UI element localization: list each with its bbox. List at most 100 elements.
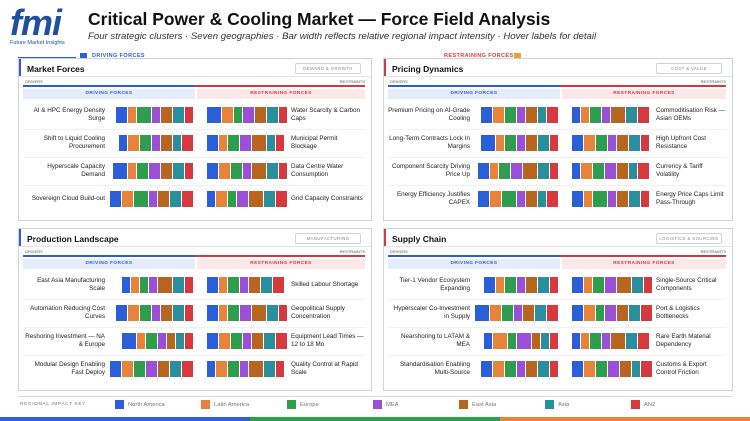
restraint-segment [638, 163, 649, 179]
legend-label: MEA [386, 402, 399, 408]
driver-segment [110, 361, 121, 377]
driver-segment [182, 135, 193, 151]
driver-segment [149, 277, 157, 293]
restraint-label: Rare Earth Material Dependency [656, 333, 711, 348]
driver-segment [550, 163, 558, 179]
driver-segment [158, 191, 169, 207]
legend-swatch [631, 400, 640, 409]
driver-segment [167, 333, 175, 349]
driver-segment [158, 361, 169, 377]
driver-label: Tier-1 Vendor Ecosystem Expanding [399, 277, 470, 292]
driver-segment [490, 305, 501, 321]
driver-label: East Asia Manufacturing Scale [37, 277, 105, 292]
driver-segment [538, 191, 546, 207]
restraint-segment [593, 277, 604, 293]
rule [19, 76, 371, 77]
panel: Market Forces DEMAND & GROWTH DRIVERS RESTR… [18, 58, 372, 221]
restraint-segment [617, 305, 628, 321]
driver-segment [185, 333, 193, 349]
legend-title: REGIONAL IMPACT KEY [20, 402, 86, 407]
restraint-segment [641, 135, 649, 151]
driver-segment [170, 191, 181, 207]
legend-label: ANZ [644, 402, 656, 408]
restraint-segment [590, 333, 601, 349]
restraint-segment [572, 163, 580, 179]
restraint-segment [629, 135, 640, 151]
driver-segment [173, 107, 184, 123]
restraint-segment [228, 305, 239, 321]
restraint-segment [261, 277, 272, 293]
driver-segment [493, 107, 504, 123]
restraint-segment [240, 135, 251, 151]
restraint-segment [629, 163, 637, 179]
column-header: RESTRAINING FORCES [562, 89, 726, 99]
restraint-label: Customs & Export Control Friction [656, 361, 707, 376]
driver-segment [538, 361, 549, 377]
restraint-segment [267, 135, 275, 151]
driver-segment [538, 277, 549, 293]
brand: Future Market Insights [10, 40, 65, 46]
restraint-segment [279, 305, 287, 321]
restraint-segment [219, 135, 227, 151]
restraint-segment [243, 333, 251, 349]
restraint-segment [255, 107, 266, 123]
driver-segment [511, 163, 522, 179]
restraint-segment [207, 333, 218, 349]
strip-line [18, 57, 76, 59]
restraint-label: Currency & Tariff Volatility [656, 163, 703, 178]
panel: Pricing Dynamics COST & VALUE DRIVERS RESTR… [383, 58, 733, 221]
restraint-segment [638, 333, 649, 349]
driver-label: Energy Efficiency Justifies CAPEX [396, 191, 470, 206]
restraint-segment [629, 305, 640, 321]
driver-segment [185, 305, 193, 321]
legend-swatch [115, 400, 124, 409]
row-rule [23, 129, 365, 130]
restraint-label: Data Centre Water Consumption [291, 163, 344, 178]
restraint-segment [626, 107, 637, 123]
driver-segment [185, 277, 193, 293]
restraint-segment [252, 305, 266, 321]
restraint-label: Grid Capacity Constraints [291, 195, 363, 202]
drivers-label: DRIVERS [25, 249, 43, 254]
restraint-segment [216, 191, 227, 207]
restraint-segment [608, 361, 619, 377]
legend-label: Latin America [214, 402, 250, 408]
driver-segment [517, 135, 525, 151]
row-rule [388, 327, 726, 328]
strip-icon [80, 53, 87, 60]
restraint-segment [593, 191, 607, 207]
driver-segment [541, 333, 549, 349]
restraint-segment [276, 191, 287, 207]
restraints-label: RESTRAINTS [339, 79, 365, 84]
driver-segment [496, 277, 504, 293]
driver-segment [526, 191, 537, 207]
driver-segment [128, 107, 136, 123]
force-line [195, 255, 365, 257]
driver-segment [158, 277, 172, 293]
driver-segment [122, 191, 133, 207]
driver-segment [122, 333, 136, 349]
restraint-segment [264, 361, 275, 377]
driver-segment [182, 191, 193, 207]
logo: fmi [10, 2, 62, 43]
force-line [560, 255, 726, 257]
restraint-label: Geopolitical Supply Concentration [291, 305, 345, 320]
driver-segment [550, 277, 558, 293]
driver-segment [116, 305, 127, 321]
legend-swatch [287, 400, 296, 409]
restraint-segment [581, 163, 592, 179]
driver-segment [547, 191, 558, 207]
column-header: DRIVING FORCES [23, 89, 195, 99]
driver-segment [526, 361, 537, 377]
panel-tag: MANUFACTURING [295, 233, 361, 244]
restraint-segment [267, 163, 278, 179]
driver-segment [173, 277, 184, 293]
driver-segment [137, 333, 145, 349]
restraint-segment [572, 135, 583, 151]
restraint-segment [611, 333, 625, 349]
driver-segment [173, 135, 181, 151]
driver-segment [161, 135, 172, 151]
restraint-label: Port & Logistics Bottlenecks [656, 305, 700, 320]
rule [384, 246, 732, 247]
